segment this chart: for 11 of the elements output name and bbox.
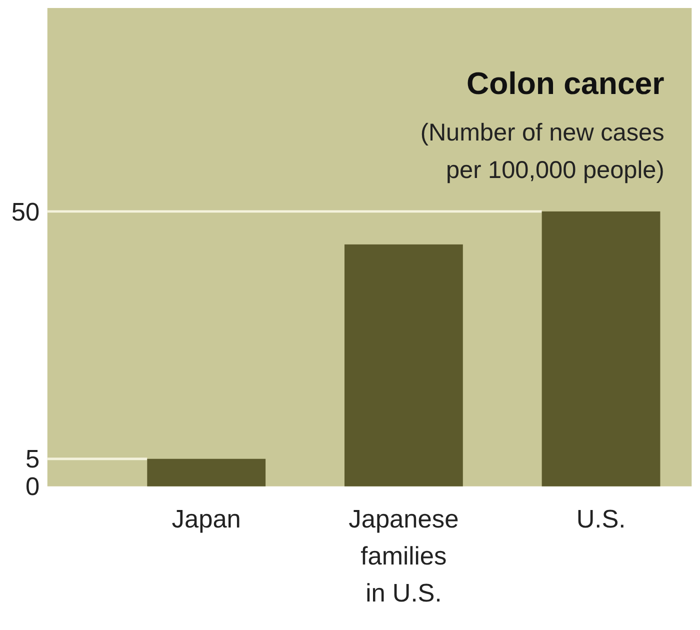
bar: [147, 458, 266, 486]
bar: [344, 244, 463, 486]
x-tick-label: Japanese families in U.S.: [348, 505, 459, 608]
bar: [542, 211, 660, 486]
y-tick-label: 50: [11, 198, 40, 226]
text: Colon cancer: [466, 66, 664, 101]
x-tick-label: Japan: [172, 505, 241, 534]
y-tick-label: 5: [25, 446, 40, 474]
x-tick-label: U.S.: [576, 505, 626, 534]
text: (Number of new cases per 100,000 people): [420, 120, 664, 184]
y-tick-label: 0: [25, 473, 40, 502]
